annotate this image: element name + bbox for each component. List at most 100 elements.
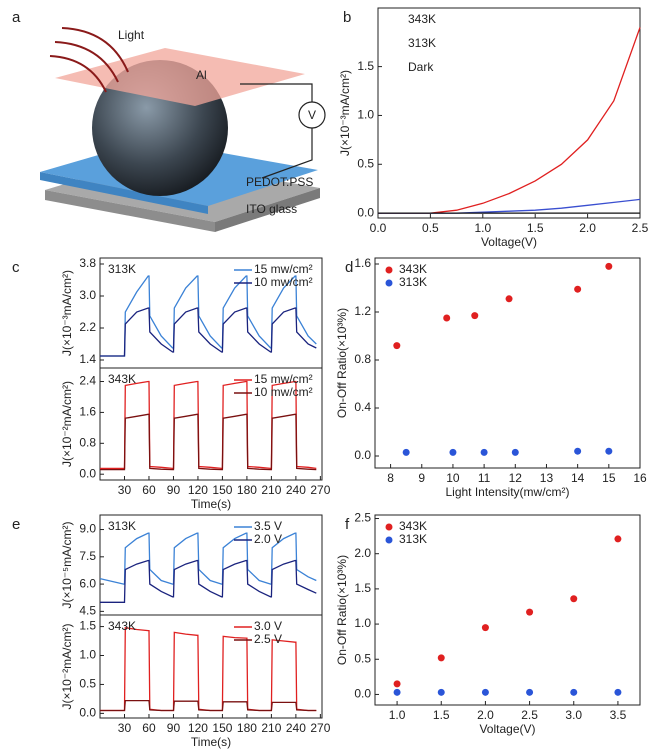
y-tick-label: 1.5 (79, 619, 96, 633)
legend-label: 3.0 V (254, 619, 282, 633)
x-tick-label: 120 (188, 721, 208, 735)
data-line (100, 626, 317, 712)
y-tick-label: 1.5 (357, 59, 374, 73)
x-tick-label: 2.5 (632, 221, 649, 235)
legend-marker (385, 536, 393, 544)
data-point (526, 688, 534, 696)
x-tick-label: 240 (286, 483, 306, 497)
x-tick-label: 60 (142, 483, 156, 497)
x-tick-label: 16 (633, 471, 647, 485)
x-tick-label: 3.0 (565, 708, 582, 722)
legend-label: 2.0 V (254, 532, 282, 546)
y-tick-label: 1.6 (79, 405, 96, 419)
data-point (471, 312, 479, 320)
plot-frame (99, 367, 323, 481)
y-tick-label: 1.2 (354, 304, 371, 318)
x-tick-label: 90 (167, 483, 181, 497)
x-tick-label: 210 (261, 721, 281, 735)
data-point (481, 688, 489, 696)
data-point (393, 688, 401, 696)
y-tick-label: 1.0 (357, 108, 374, 122)
x-tick-label: 0.5 (422, 221, 439, 235)
x-tick-label: 1.0 (474, 221, 491, 235)
legend-label: 313K (399, 532, 427, 546)
x-tick-label: 180 (237, 483, 257, 497)
data-point (614, 535, 622, 543)
x-tick-label: 2.0 (579, 221, 596, 235)
x-tick-label: 11 (478, 471, 491, 485)
light-label: Light (118, 28, 145, 42)
x-tick-label: 150 (212, 483, 232, 497)
y-tick-label: 1.6 (354, 256, 371, 270)
data-line (100, 699, 317, 712)
y-tick-label: 0.0 (79, 706, 96, 720)
plot-frame (377, 7, 641, 219)
x-tick-label: 13 (540, 471, 554, 485)
data-point (574, 285, 582, 293)
data-point (437, 688, 445, 696)
annotation: 343K (108, 372, 136, 386)
data-point (393, 680, 401, 688)
data-line (100, 559, 317, 603)
panel-label: f (345, 516, 350, 533)
panel-label: a (12, 9, 21, 26)
al-layer (55, 48, 305, 106)
data-point (437, 654, 445, 662)
annotation: 313K (108, 519, 136, 533)
y-axis-label: J(×10⁻³mA/cm²) (338, 70, 352, 156)
legend-label: 343K (399, 262, 427, 276)
data-point (449, 448, 457, 456)
y-tick-label: 0.0 (354, 687, 371, 701)
ito-glass-side (45, 190, 215, 232)
data-point (570, 688, 578, 696)
x-tick-label: 270 (310, 721, 330, 735)
y-tick-label: 1.0 (354, 616, 371, 630)
y-tick-label: 0.0 (357, 205, 374, 219)
legend-label: 343K (399, 519, 427, 533)
x-tick-label: 210 (261, 483, 281, 497)
y-tick-label: 2.2 (79, 320, 96, 334)
y-tick-label: 0.5 (354, 651, 371, 665)
legend-label: 10 mw/cm² (254, 275, 313, 289)
y-tick-label: 0.8 (354, 352, 371, 366)
y-tick-label: 4.5 (79, 604, 96, 618)
data-line (378, 198, 641, 214)
x-tick-label: 1.5 (527, 221, 544, 235)
data-point (570, 595, 578, 603)
data-point (393, 342, 401, 350)
x-axis-label: Light Intensity(mw/cm²) (445, 485, 569, 499)
data-point (480, 448, 488, 456)
al-label: Al (196, 68, 207, 82)
x-axis-label: Voltage(V) (481, 235, 537, 249)
x-tick-label: 0.0 (370, 221, 387, 235)
y-tick-label: 2.0 (354, 546, 371, 560)
data-line (99, 532, 317, 585)
y-tick-label: 6.0 (79, 576, 96, 590)
x-tick-label: 30 (118, 483, 132, 497)
y-tick-label: 0.5 (79, 677, 96, 691)
x-tick-label: 3.5 (610, 708, 627, 722)
y-tick-label: 0.8 (79, 435, 96, 449)
data-point (505, 295, 513, 303)
data-line (378, 27, 641, 214)
y-axis-label: J(×10⁻²mA/cm²) (60, 623, 74, 709)
y-tick-label: 1.5 (354, 581, 371, 595)
panel-label: e (12, 516, 20, 533)
data-line (100, 307, 317, 357)
panel-label: c (12, 259, 20, 276)
y-tick-label: 3.0 (79, 288, 96, 302)
x-tick-label: 1.0 (389, 708, 406, 722)
data-point (511, 448, 519, 456)
legend-label: 313K (408, 36, 436, 50)
data-line (100, 413, 317, 471)
plot-frame (374, 257, 641, 469)
legend-label: 313K (399, 275, 427, 289)
light-rays (49, 27, 129, 93)
y-tick-label: 0.0 (354, 448, 371, 462)
annotation: 313K (108, 262, 136, 276)
y-tick-label: 9.0 (79, 522, 96, 536)
meter-label: V (308, 108, 316, 122)
x-tick-label: 180 (237, 721, 257, 735)
x-tick-label: 2.5 (521, 708, 538, 722)
